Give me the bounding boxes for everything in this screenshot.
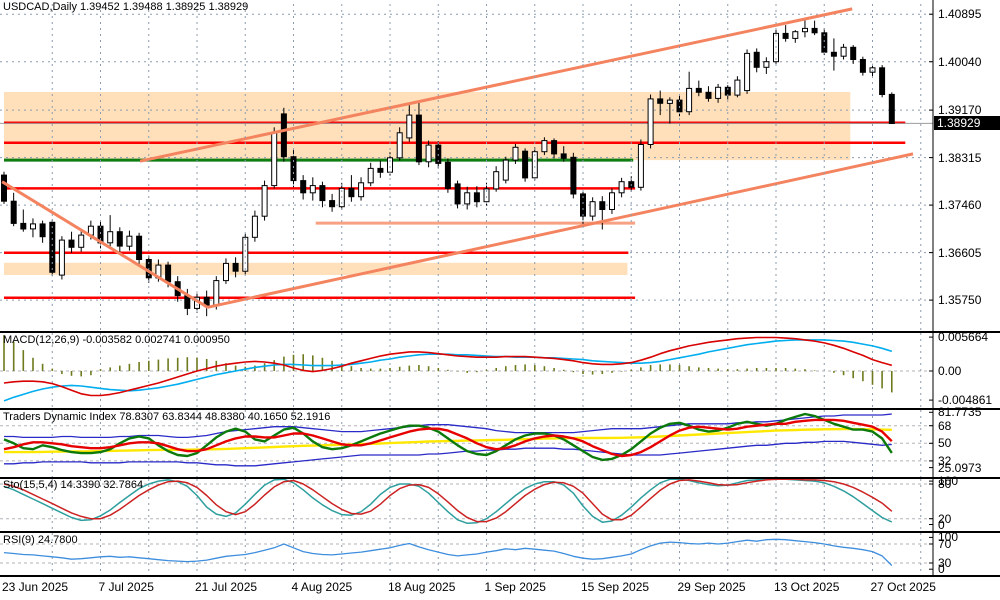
panel-separator[interactable] [0, 331, 1000, 333]
axis-label: 68 [938, 418, 952, 433]
axis-label: 1.39170 [938, 103, 982, 118]
time-axis-label: 7 Jul 2025 [98, 580, 154, 594]
axis-label: 1.40040 [938, 54, 982, 69]
axis-label: 81.7735 [938, 405, 982, 420]
current-price-tag: 1.38929 [934, 116, 1000, 131]
time-axis-label: 29 Sep 2025 [677, 580, 746, 594]
axis-label: 20 [938, 511, 952, 526]
axis-label: 30 [938, 556, 952, 570]
trendline[interactable] [207, 152, 914, 309]
panel-separator[interactable] [0, 575, 1000, 577]
axis-label: 0.005664 [938, 330, 989, 345]
rsi-panel[interactable] [0, 538, 933, 566]
axis-label: 25.0973 [938, 460, 982, 475]
symbol-title: USDCAD,Daily 1.39452 1.39488 1.38925 1.3… [3, 1, 249, 13]
axis-label: 0 [938, 517, 945, 532]
time-axis-label: 21 Jul 2025 [195, 580, 258, 594]
axis-label: 50 [938, 436, 952, 451]
axis-label: -0.004861 [938, 393, 993, 408]
trendline[interactable] [1, 180, 209, 309]
axis-label: 80 [938, 477, 952, 491]
tdi-panel[interactable] [0, 412, 933, 467]
time-axis-label: 4 Aug 2025 [291, 580, 353, 594]
stochastic-panel[interactable] [0, 478, 933, 525]
rsi-indicator-title: RSI(9) 24.7800 [3, 534, 78, 546]
support-resistance-zone [4, 262, 628, 275]
axis-label: 100 [938, 530, 959, 545]
panel-separator[interactable] [0, 477, 1000, 479]
axis-label: 0.00 [938, 364, 962, 378]
time-axis-label: 27 Oct 2025 [870, 580, 936, 594]
stochastic-indicator-title: Sto(15,5,4) 14.3390 32.7864 [3, 479, 144, 491]
axis-label: 32 [938, 453, 952, 468]
axis-label: 1.37460 [938, 198, 982, 213]
time-axis-label: 18 Aug 2025 [388, 580, 456, 594]
panel-separator[interactable] [0, 408, 1000, 410]
axis-label: 1.36605 [938, 245, 982, 260]
axis-label: 1.35750 [938, 293, 982, 308]
axis-label: 70 [938, 537, 952, 551]
panel-separator[interactable] [0, 531, 1000, 533]
axis-label: 1.38315 [938, 150, 982, 165]
time-axis-label: 13 Oct 2025 [774, 580, 840, 594]
axis-label: 0 [938, 562, 945, 577]
trendline[interactable] [139, 7, 853, 163]
time-axis-label: 15 Sep 2025 [581, 580, 650, 594]
axis-label: 1.40895 [938, 7, 982, 22]
time-axis-label: 1 Sep 2025 [484, 580, 546, 594]
tdi-indicator-title: Traders Dynamic Index 78.8307 63.8344 48… [3, 411, 331, 423]
time-axis-label: 23 Jun 2025 [2, 580, 69, 594]
axis-label: 100 [938, 474, 959, 489]
macd-indicator-title: MACD(12,26,9) -0.003582 0.002741 0.00095… [3, 334, 230, 346]
main-price-panel[interactable] [0, 7, 933, 317]
macd-panel[interactable] [0, 335, 933, 402]
